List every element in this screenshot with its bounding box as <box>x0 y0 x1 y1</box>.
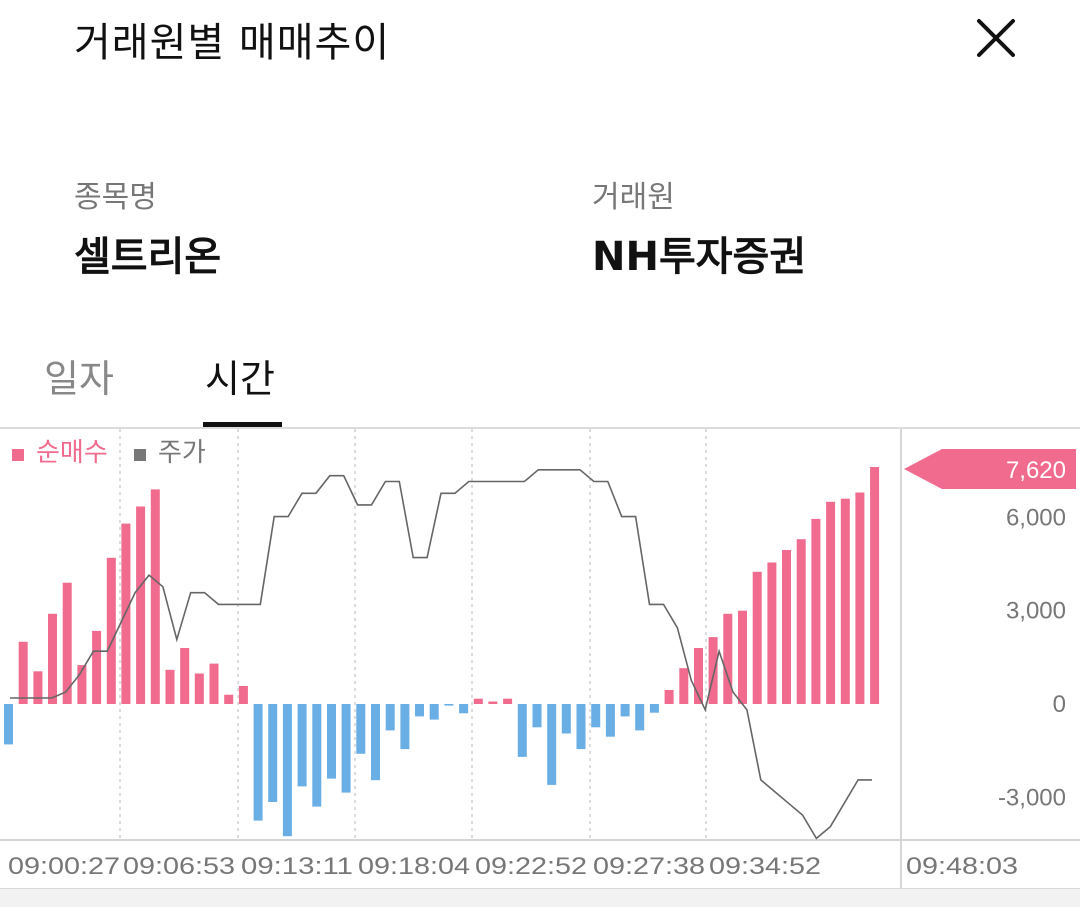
tab-daily[interactable]: 일자 <box>44 357 114 401</box>
net-buy-bar <box>282 704 292 837</box>
price-line <box>10 469 872 840</box>
page-title: 거래원별 매매추이 <box>74 20 391 66</box>
net-buy-bar <box>591 704 601 728</box>
net-buy-bar <box>92 630 102 704</box>
net-buy-bar <box>150 489 160 704</box>
net-buy-bar <box>297 704 307 787</box>
chart-legend: 순매수 주가 <box>12 438 206 468</box>
net-buy-bar <box>48 613 57 704</box>
net-buy-bar <box>649 704 659 713</box>
net-buy-bar <box>62 582 72 704</box>
net-buy-bar <box>415 704 424 717</box>
last-value-text: 7,620 <box>1006 457 1066 484</box>
net-buy-bar <box>327 704 336 779</box>
net-buy-bar <box>635 704 645 731</box>
x-tick-label: 09:34:52 <box>709 853 821 880</box>
net-buy-bar <box>385 704 395 731</box>
net-buy-bar <box>664 690 674 704</box>
net-buy-bar <box>782 550 791 704</box>
legend-net-buy-swatch <box>12 449 24 461</box>
net-buy-bar <box>796 539 806 704</box>
net-buy-bars <box>4 467 880 837</box>
y-axis: 6,000 3,000 0 -3,000 <box>998 504 1066 811</box>
net-buy-bar <box>811 518 821 704</box>
active-tab-indicator <box>203 422 282 428</box>
net-buy-bar <box>238 686 248 704</box>
x-tick-label: 09:13:11 <box>241 853 353 880</box>
net-buy-bar <box>356 704 366 754</box>
y-tick-label: 0 <box>1053 691 1066 718</box>
stock-name-label: 종목명 <box>74 180 157 215</box>
tab-time[interactable]: 시간 <box>205 357 275 401</box>
x-tick-label: 09:18:04 <box>358 853 470 880</box>
net-buy-bar <box>165 669 175 704</box>
broker-label: 거래원 <box>592 180 675 215</box>
broker-value: NH투자증권 <box>592 234 807 280</box>
net-buy-bar <box>224 694 234 704</box>
net-buy-bar <box>180 648 190 704</box>
net-buy-bar <box>4 704 13 745</box>
net-buy-bar <box>136 506 146 704</box>
net-buy-bar <box>605 704 615 737</box>
last-value-badge: 7,620 <box>904 449 1076 489</box>
net-buy-bar <box>459 704 469 714</box>
x-axis: 09:00:27 09:06:53 09:13:11 09:18:04 09:22:52… <box>8 853 1018 880</box>
net-buy-bar <box>517 704 527 757</box>
net-buy-bar <box>400 704 410 750</box>
net-buy-bar <box>33 671 43 704</box>
net-buy-bar <box>767 562 777 704</box>
net-buy-bar <box>106 557 116 704</box>
y-tick-label: 6,000 <box>1006 504 1066 531</box>
net-buy-bar <box>620 704 630 717</box>
x-tick-label: 09:00:27 <box>8 853 120 880</box>
net-buy-bar <box>679 668 689 704</box>
x-tick-label: 09:22:52 <box>475 853 587 880</box>
net-buy-bar <box>855 492 865 704</box>
net-buy-bar <box>429 704 439 720</box>
net-buy-bar <box>694 648 703 704</box>
legend-price-swatch <box>134 449 146 461</box>
net-buy-bar <box>18 641 28 704</box>
net-buy-bar <box>268 704 278 802</box>
bottom-edge <box>0 888 1080 907</box>
net-buy-bar <box>547 704 557 785</box>
net-buy-bar <box>826 501 836 704</box>
y-tick-label: -3,000 <box>998 784 1066 811</box>
net-buy-bar <box>312 704 322 807</box>
net-buy-bar <box>576 704 586 750</box>
net-buy-bar <box>840 498 850 704</box>
net-buy-bar <box>194 673 204 704</box>
net-buy-bar <box>488 701 498 704</box>
legend-price-label: 주가 <box>158 438 206 468</box>
legend-net-buy-label: 순매수 <box>36 438 108 468</box>
net-buy-bar <box>532 704 542 728</box>
net-buy-bar <box>738 610 747 704</box>
net-buy-bar <box>444 704 454 706</box>
x-tick-label: 09:06:53 <box>123 853 235 880</box>
net-buy-bar <box>341 704 351 793</box>
chart-grid <box>0 429 1080 888</box>
net-buy-bar <box>870 467 880 704</box>
trading-chart: 순매수 주가 6,000 3,000 0 -3,000 09:00:27 09:06:5… <box>0 429 1080 888</box>
close-icon[interactable] <box>970 12 1022 64</box>
net-buy-bar <box>473 698 483 704</box>
net-buy-bar <box>723 613 733 704</box>
x-tick-label: 09:27:38 <box>593 853 705 880</box>
chart-top-divider <box>0 427 1080 429</box>
net-buy-bar <box>708 637 718 704</box>
x-end-label: 09:48:03 <box>906 853 1018 880</box>
net-buy-bar <box>209 663 219 704</box>
net-buy-bar <box>752 571 762 704</box>
net-buy-bar <box>503 698 513 704</box>
net-buy-bar <box>371 704 380 781</box>
net-buy-bar <box>561 704 571 734</box>
y-tick-label: 3,000 <box>1006 598 1066 625</box>
stock-name-value: 셀트리온 <box>74 234 222 280</box>
net-buy-bar <box>253 704 263 821</box>
net-buy-bar <box>77 665 87 704</box>
